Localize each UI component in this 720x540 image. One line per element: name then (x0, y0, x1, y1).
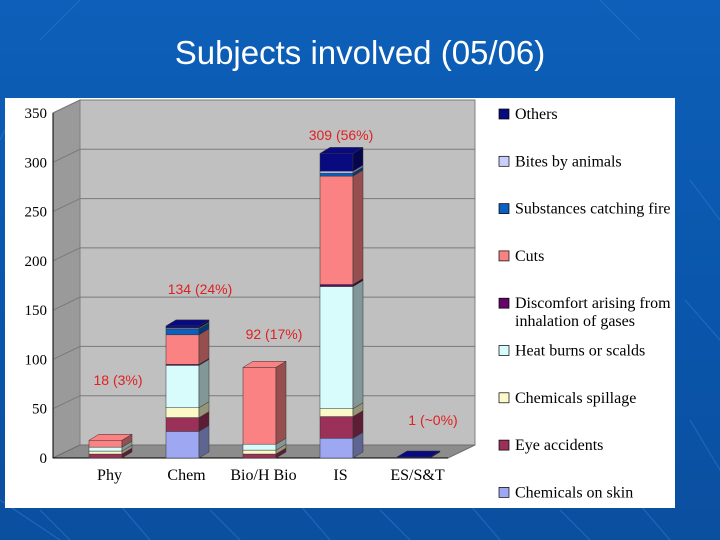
plot-side-wall (52, 99, 81, 459)
legend-label: Chemicals on skin (515, 484, 633, 501)
bar-segment (319, 175, 354, 285)
stacked-bar-chart: 0 50 100 150 200 250 300 350 Phy Chem Bio/H Bio IS E… (25, 99, 671, 501)
bar-total-annotation: 309 (56%) (309, 127, 374, 143)
bar-segment-side (275, 360, 287, 445)
legend-swatch (498, 203, 510, 214)
y-tick-label: 50 (32, 402, 47, 418)
bar-total-annotation: 134 (24%) (168, 281, 233, 297)
bar-segment (319, 284, 354, 287)
bar-segment (88, 453, 123, 459)
x-tick-label: IS (333, 467, 347, 484)
bar-segment (165, 325, 200, 329)
bar-segment-side (352, 280, 364, 410)
x-tick-label: ES/S&T (390, 467, 444, 484)
y-tick-label: 350 (25, 106, 48, 122)
bar-segment (165, 431, 200, 459)
bar-segment (165, 417, 200, 432)
y-tick-label: 300 (25, 155, 48, 171)
y-tick-label: 100 (25, 352, 48, 368)
bar-segment (165, 328, 200, 336)
y-tick-label: 250 (25, 205, 48, 221)
bar-segment (88, 440, 123, 448)
bar-top-face (165, 319, 210, 327)
bar-top-face (396, 450, 441, 458)
bar-segment (242, 367, 277, 445)
bar-segment (319, 170, 354, 174)
legend-label: Others (515, 106, 558, 123)
bar-segment-side (198, 358, 210, 409)
bar-segment (319, 416, 354, 439)
x-tick-label: Bio/H Bio (230, 467, 296, 484)
y-tick-label: 0 (40, 451, 48, 467)
bar-segment (319, 408, 354, 417)
bar-total-annotation: 18 (3%) (93, 372, 142, 388)
legend-label: Eye accidents (515, 437, 603, 454)
legend-swatch (498, 108, 510, 120)
legend-swatch (498, 392, 510, 404)
legend-swatch (498, 439, 510, 451)
legend-label: Discomfort arising from (515, 295, 671, 312)
slide-title: Subjects involved (05/06) (174, 34, 546, 71)
bar-segment (319, 172, 354, 177)
legend-label: Heat burns or scalds (515, 343, 645, 360)
bar-total-annotation: 1 (~0%) (408, 412, 457, 428)
bar-segment (242, 443, 277, 451)
bar-segment (88, 446, 123, 452)
bar-segment-side (352, 169, 364, 285)
legend-label: Chemicals spillage (515, 390, 636, 407)
bar-segment (165, 407, 200, 418)
bar-segment (319, 286, 354, 409)
legend-swatch (498, 155, 510, 167)
legend-label: inhalation of gases (515, 313, 635, 330)
y-tick-label: 200 (25, 254, 48, 270)
chart-panel: 0 50 100 150 200 250 300 350 Phy Chem Bio/H Bio IS E… (5, 98, 675, 508)
x-tick-label: Chem (167, 467, 206, 484)
bar-segment (242, 449, 277, 455)
bar-segment (242, 453, 277, 459)
bar-segment (88, 450, 123, 455)
legend-swatch (498, 297, 510, 309)
x-tick-label: Phy (97, 467, 122, 484)
legend-swatch (498, 250, 510, 262)
gridline (52, 99, 475, 114)
bar-segment (165, 365, 200, 408)
bar-top-face (88, 434, 133, 441)
bar-total-annotation: 92 (17%) (246, 326, 303, 342)
legend-swatch (498, 487, 510, 498)
bar-top-face (242, 361, 287, 368)
bar-segment (165, 334, 200, 365)
bar-segment (319, 438, 354, 459)
legend-swatch (498, 345, 510, 356)
legend-label: Substances catching fire (515, 201, 671, 218)
bar-segment (319, 153, 354, 172)
bar-top-face (319, 147, 364, 154)
legend-label: Cuts (515, 248, 544, 265)
y-tick-label: 150 (25, 303, 48, 319)
legend-label: Bites by animals (515, 153, 622, 170)
